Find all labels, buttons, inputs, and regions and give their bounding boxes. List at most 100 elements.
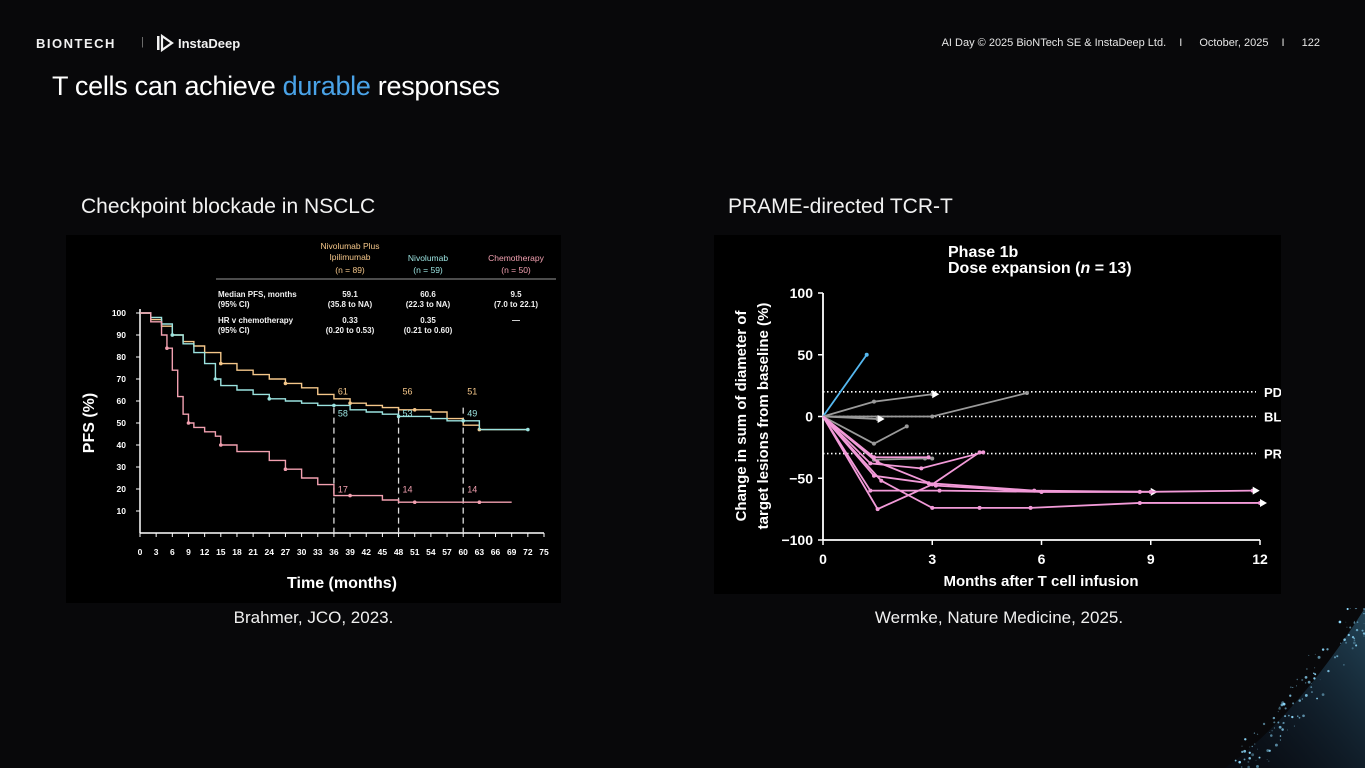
y-tick-label: 70 [117, 374, 127, 384]
decorative-particle [1363, 635, 1365, 637]
x-tick-label: 9 [186, 547, 191, 557]
decorative-particle [1248, 751, 1251, 754]
patient-point [926, 455, 931, 460]
decorative-particle [1351, 647, 1354, 650]
decorative-particle [1241, 750, 1244, 753]
y-axis-label: Change in sum of diameter of [733, 310, 750, 522]
decorative-particle [1256, 765, 1259, 768]
decorative-particle [1273, 727, 1275, 729]
patient-point [1039, 489, 1044, 494]
decorative-particle [1296, 678, 1298, 681]
table-header-n: (n = 50) [501, 265, 531, 275]
censor-mark [165, 346, 169, 350]
decorative-particle [1307, 680, 1311, 684]
subtitle-prefix: Dose expansion ( [948, 260, 1081, 277]
instadeep-mark-icon [157, 34, 174, 52]
landmark-label: 56 [403, 386, 413, 396]
landmark-label: 53 [403, 408, 413, 418]
decorative-particle [1287, 729, 1288, 731]
decorative-particle [1282, 721, 1285, 725]
subtitle-n: n [1080, 260, 1090, 277]
biontech-logo: BIONTECH [36, 36, 116, 51]
decorative-particle [1306, 668, 1308, 670]
table-header-n: (n = 59) [413, 265, 443, 275]
y-tick-label: 0 [805, 409, 813, 425]
y-axis-label: PFS (%) [81, 393, 98, 453]
x-tick-label: 48 [394, 547, 404, 557]
decorative-particle [1277, 710, 1279, 713]
decorative-particle [1346, 608, 1349, 611]
patient-line [822, 354, 868, 418]
decorative-particle [1291, 715, 1294, 719]
decorative-particle [1308, 654, 1310, 656]
x-tick-label: 60 [458, 547, 468, 557]
table-row-label: HR v chemotherapy [218, 316, 294, 325]
censor-mark [348, 493, 352, 498]
x-tick-label: 69 [507, 547, 517, 557]
x-axis-label: Time (months) [287, 575, 397, 592]
landmark-label: 58 [338, 408, 348, 418]
x-tick-label: 27 [281, 547, 291, 557]
reference-label: BL [1264, 410, 1281, 425]
y-tick-label: 30 [117, 462, 127, 472]
landmark-label: 61 [338, 386, 348, 396]
date-text: October, 2025 [1199, 37, 1269, 49]
x-tick-label: 0 [819, 551, 827, 567]
ongoing-arrow-icon [1252, 486, 1260, 495]
decorative-particle [1249, 746, 1251, 748]
censor-mark [283, 467, 288, 471]
decorative-particle [1355, 628, 1359, 632]
decorative-particle [1319, 679, 1321, 681]
decorative-particle [1304, 694, 1308, 697]
decorative-particle [1271, 730, 1273, 732]
decorative-particle [1310, 686, 1313, 689]
decorative-particle [1338, 620, 1342, 624]
x-tick-label: 57 [442, 547, 452, 557]
decorative-particle [1301, 698, 1304, 700]
decorative-particle [1284, 715, 1287, 718]
patient-point [930, 456, 935, 461]
decorative-particle [1345, 641, 1348, 644]
x-tick-label: 63 [475, 547, 485, 557]
decorative-particle [1314, 653, 1316, 655]
x-tick-label: 21 [248, 547, 258, 557]
patient-point [868, 461, 873, 466]
censor-mark [396, 414, 401, 419]
patient-point [977, 505, 982, 510]
decorative-particle [1313, 677, 1316, 680]
patient-point [875, 507, 880, 512]
patient-point [879, 478, 884, 483]
x-tick-label: 9 [1147, 551, 1155, 567]
page-title: T cells can achieve durable responses [52, 71, 500, 102]
table-row-label: (95% CI) [218, 300, 250, 309]
decorative-particle [1356, 621, 1359, 623]
right-citation: Wermke, Nature Medicine, 2025. [874, 608, 1124, 627]
table-cell: 0.33 [342, 316, 358, 325]
patient-point [930, 505, 935, 510]
patient-line [823, 392, 1028, 418]
decorative-particle [1321, 648, 1325, 651]
instadeep-logo: InstaDeep [156, 34, 240, 52]
landmark-label: 17 [338, 484, 348, 494]
decorative-particle [1262, 722, 1266, 726]
reference-label: PR [1264, 447, 1281, 462]
y-tick-label: 10 [117, 506, 127, 516]
x-tick-label: 75 [539, 547, 549, 557]
y-tick-label: 100 [112, 308, 126, 318]
decorative-particle [1311, 691, 1313, 693]
y-tick-label: 80 [117, 352, 127, 362]
decorative-particle [1272, 716, 1276, 720]
patient-point [937, 488, 942, 493]
decorative-particle [1278, 707, 1281, 710]
decorative-particle [1351, 635, 1355, 639]
table-cell: 9.5 [510, 290, 522, 299]
decorative-particle [1247, 765, 1250, 768]
decorative-particles-graphic [1225, 608, 1365, 768]
decorative-particle [1282, 702, 1286, 706]
decorative-particle [1353, 637, 1356, 640]
decorative-particle [1301, 678, 1304, 682]
y-tick-label: 100 [790, 285, 814, 301]
decorative-particle [1361, 629, 1364, 632]
landmark-label: 14 [403, 484, 413, 494]
